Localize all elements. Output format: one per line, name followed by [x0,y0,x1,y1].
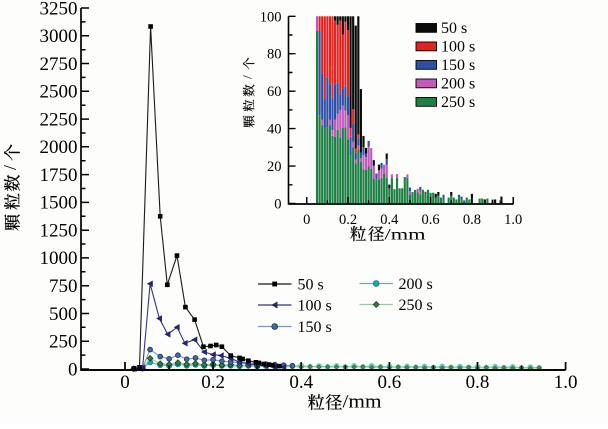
svg-text:0: 0 [120,372,130,393]
svg-text:750: 750 [49,276,78,297]
svg-text:/mm: /mm [343,392,382,413]
svg-text:40: 40 [267,122,282,138]
svg-text:2000: 2000 [40,137,78,158]
svg-text:/: / [239,75,254,79]
svg-text:250 s: 250 s [399,297,433,314]
svg-text:1000: 1000 [40,248,78,269]
svg-text:500: 500 [49,304,78,325]
svg-text:20: 20 [267,159,282,175]
svg-text:0: 0 [68,359,78,380]
svg-text:60: 60 [267,84,282,100]
svg-text:100 s: 100 s [298,298,332,315]
svg-text:0.6: 0.6 [378,372,402,393]
svg-text:0: 0 [303,212,310,228]
svg-text:100: 100 [260,9,282,25]
svg-text:0: 0 [274,197,281,213]
svg-text:0.6: 0.6 [422,212,440,228]
svg-text:0.2: 0.2 [201,372,225,393]
svg-text:1250: 1250 [40,221,78,242]
svg-text:100 s: 100 s [441,38,475,55]
svg-text:200 s: 200 s [399,276,433,293]
svg-text:/mm: /mm [385,226,427,243]
svg-text:200 s: 200 s [441,75,475,92]
svg-text:2250: 2250 [40,109,78,130]
svg-text:1500: 1500 [40,193,78,214]
svg-text:3250: 3250 [40,0,78,19]
svg-text:1.0: 1.0 [504,212,522,228]
svg-text:3000: 3000 [40,26,78,47]
svg-text:0.4: 0.4 [289,372,313,393]
svg-text:0.2: 0.2 [339,212,357,228]
svg-text:/: / [0,165,20,170]
svg-text:0.8: 0.8 [463,212,481,228]
svg-text:50 s: 50 s [298,277,324,294]
svg-text:50 s: 50 s [441,20,467,37]
svg-text:250 s: 250 s [441,94,475,111]
svg-text:1750: 1750 [40,165,78,186]
svg-text:80: 80 [267,47,282,63]
svg-text:1.0: 1.0 [554,372,578,393]
svg-text:0.4: 0.4 [380,212,399,228]
svg-text:250: 250 [49,332,78,353]
svg-text:2500: 2500 [40,82,78,103]
svg-text:2750: 2750 [40,54,78,75]
svg-text:150 s: 150 s [298,319,332,336]
svg-text:150 s: 150 s [441,57,475,74]
svg-text:0.8: 0.8 [466,372,490,393]
